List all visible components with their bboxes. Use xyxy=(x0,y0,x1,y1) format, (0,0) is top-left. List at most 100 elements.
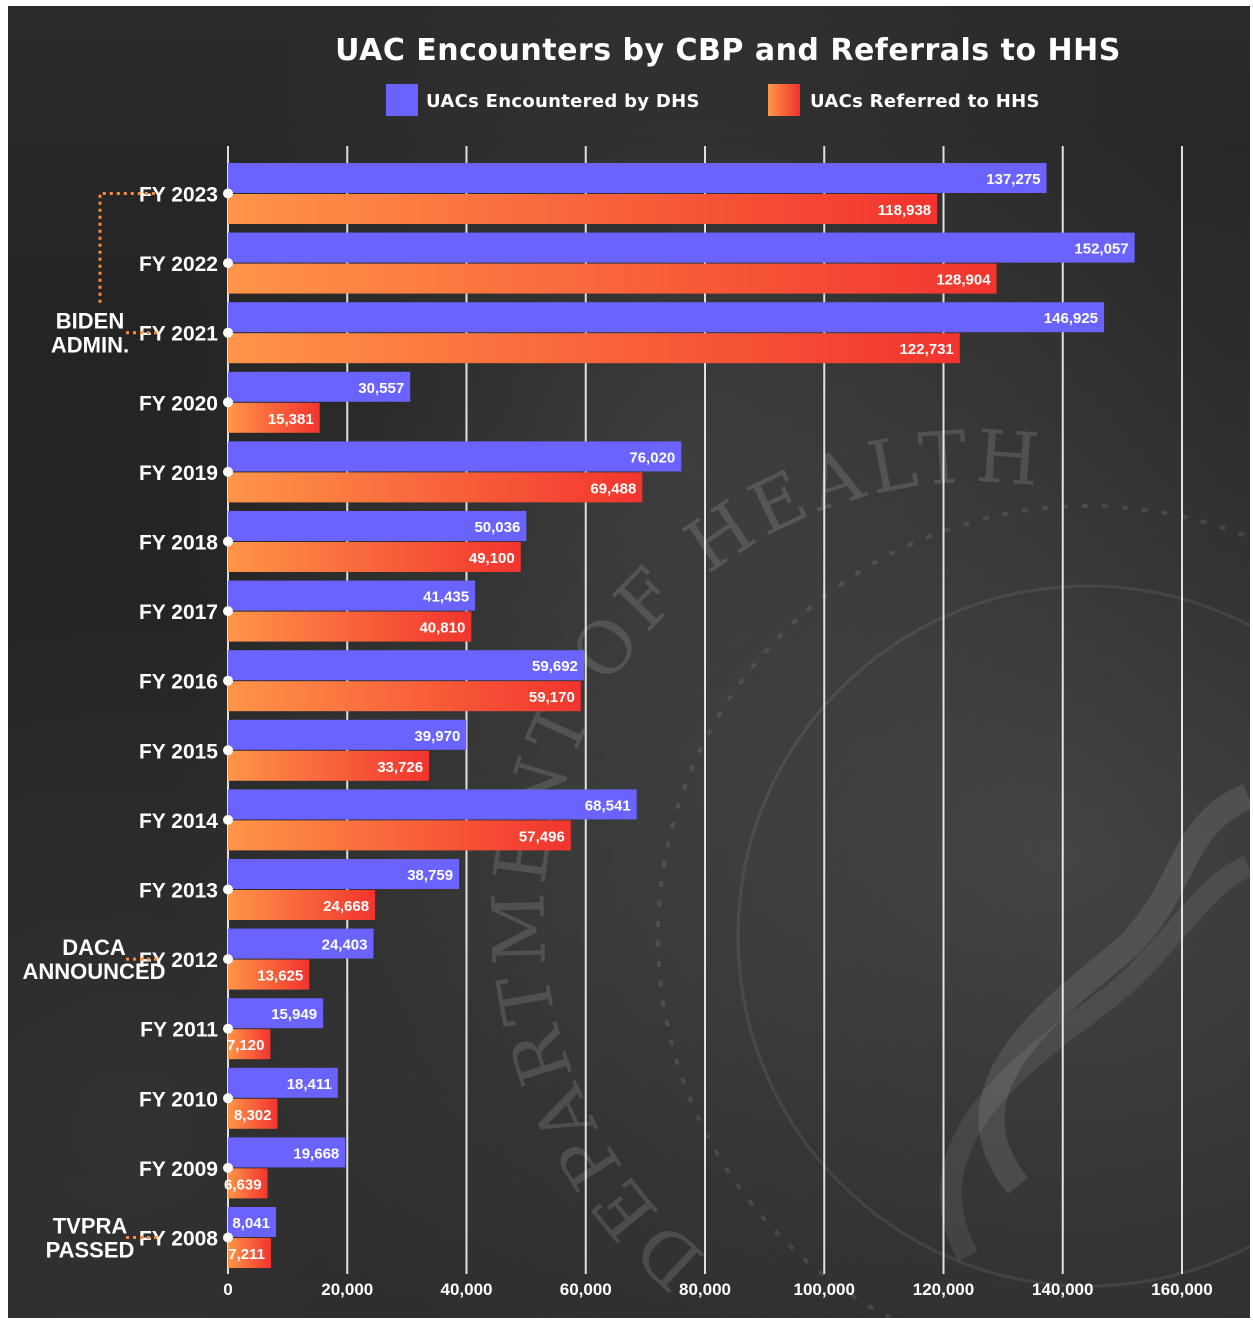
legend-label-dhs: UACs Encountered by DHS xyxy=(426,91,700,112)
annotation-label: PASSED xyxy=(46,1238,135,1263)
bar-hhs xyxy=(228,611,472,642)
y-tick-label: FY 2012 xyxy=(139,949,218,972)
legend-label-hhs: UACs Referred to HHS xyxy=(810,91,1040,112)
annotation-label: TVPRA xyxy=(53,1214,128,1239)
data-label: 59,692 xyxy=(532,658,578,675)
data-label: 41,435 xyxy=(423,589,469,606)
data-label: 19,668 xyxy=(293,1145,339,1162)
legend-swatch-hhs xyxy=(768,84,800,116)
x-tick-label: 80,000 xyxy=(679,1280,731,1299)
data-label: 7,120 xyxy=(227,1037,265,1054)
y-tick-label: FY 2009 xyxy=(139,1158,218,1181)
axis-dot xyxy=(223,675,233,686)
data-label: 39,970 xyxy=(414,728,460,745)
bar-hhs xyxy=(228,333,960,364)
x-axis-ticks: 0 20,000 40,000 60,000 80,000 100,000 120,000 1… xyxy=(223,1280,1212,1299)
chart-title: UAC Encounters by CBP and Referrals to H… xyxy=(335,33,1121,68)
y-axis-labels: FY 2023 FY 2022 FY 2021 FY 2020 FY 2019 FY 20… xyxy=(139,184,233,1251)
bar-dhs xyxy=(228,511,527,541)
y-tick-label: FY 2019 xyxy=(139,462,218,485)
bar-dhs xyxy=(228,580,476,611)
x-tick-label: 60,000 xyxy=(560,1280,612,1299)
axis-dot xyxy=(223,1093,233,1104)
bar-dhs xyxy=(228,998,324,1029)
axis-dot xyxy=(223,258,233,269)
data-label: 59,170 xyxy=(529,689,575,706)
bar-hhs xyxy=(228,890,376,920)
bar-hhs xyxy=(228,959,310,990)
data-label: 15,949 xyxy=(271,1006,317,1023)
annotation-label: ADMIN. xyxy=(51,333,129,358)
x-tick-label: 0 xyxy=(223,1280,232,1299)
y-tick-label: FY 2008 xyxy=(139,1228,218,1251)
bar-hhs xyxy=(228,542,521,572)
data-label: 68,541 xyxy=(585,797,631,814)
data-label: 40,810 xyxy=(419,620,465,637)
y-tick-label: FY 2018 xyxy=(139,532,218,555)
bar-hhs xyxy=(228,263,997,294)
data-label: 69,488 xyxy=(590,480,636,497)
bar-hhs xyxy=(228,472,643,503)
x-tick-label: 160,000 xyxy=(1151,1280,1212,1299)
data-label: 24,668 xyxy=(323,898,369,915)
bar-hhs xyxy=(228,820,571,851)
bar-dhs xyxy=(228,232,1135,263)
bar-hhs xyxy=(228,402,320,433)
bar-dhs xyxy=(228,302,1105,333)
bar-hhs xyxy=(228,1029,271,1060)
bar-dhs xyxy=(228,371,411,402)
bar-hhs xyxy=(228,681,581,712)
bar-dhs xyxy=(228,650,584,681)
hhs-seal-watermark: DEPARTMENT OF HEALTH xyxy=(476,414,1250,1318)
data-label: 118,938 xyxy=(878,202,931,219)
bar-dhs xyxy=(228,163,1047,193)
bar-dhs xyxy=(228,1207,276,1237)
y-tick-label: FY 2014 xyxy=(139,810,218,833)
annotation-label: BIDEN xyxy=(56,309,124,334)
data-label: 33,726 xyxy=(377,759,423,776)
y-tick-label: FY 2016 xyxy=(139,671,218,694)
data-label: 15,381 xyxy=(268,411,314,428)
annotation-connector xyxy=(98,192,158,303)
data-label: 152,057 xyxy=(1074,241,1128,258)
data-label: 137,275 xyxy=(986,171,1040,188)
bar-dhs xyxy=(228,859,460,889)
bar-dhs xyxy=(228,1067,338,1098)
data-label: 49,100 xyxy=(469,550,515,567)
data-label: 8,302 xyxy=(234,1107,272,1124)
data-label: 6,639 xyxy=(224,1176,262,1193)
data-label: 13,625 xyxy=(257,968,303,985)
data-label: 76,020 xyxy=(629,449,675,466)
bar-dhs xyxy=(228,1137,346,1168)
y-tick-label: FY 2010 xyxy=(139,1088,218,1111)
y-tick-label: FY 2020 xyxy=(139,392,218,415)
annotation-label: ANNOUNCED xyxy=(23,959,166,984)
x-tick-label: 120,000 xyxy=(913,1280,974,1299)
axis-dot xyxy=(223,954,233,965)
axis-dot xyxy=(223,1232,233,1243)
bar-dhs xyxy=(228,719,467,750)
data-label: 24,403 xyxy=(322,937,368,954)
bar-dhs xyxy=(228,441,682,472)
data-label: 30,557 xyxy=(358,380,404,397)
bar-hhs xyxy=(228,1238,271,1268)
chart-frame: DEPARTMENT OF HEALTH UAC Encounters by C… xyxy=(8,6,1250,1318)
axis-dot xyxy=(223,745,233,756)
data-label: 146,925 xyxy=(1044,310,1098,327)
data-label: 38,759 xyxy=(407,867,453,884)
axis-dot xyxy=(223,188,233,199)
x-tick-label: 100,000 xyxy=(794,1280,855,1299)
data-label: 8,041 xyxy=(232,1215,270,1232)
bar-hhs xyxy=(228,1098,278,1129)
y-tick-label: FY 2022 xyxy=(139,253,218,276)
x-tick-label: 20,000 xyxy=(321,1280,373,1299)
x-tick-label: 140,000 xyxy=(1032,1280,1093,1299)
legend: UACs Encountered by DHS UACs Referred to… xyxy=(386,84,1040,116)
y-tick-label: FY 2015 xyxy=(139,740,218,763)
bars: 137,275 118,938 152,057 128,904 146,925 122,7… xyxy=(224,163,1135,1268)
annotation-label: DACA xyxy=(62,935,126,960)
data-label: 122,731 xyxy=(900,341,954,358)
y-tick-label: FY 2011 xyxy=(140,1019,218,1042)
y-tick-label: FY 2017 xyxy=(139,601,218,624)
